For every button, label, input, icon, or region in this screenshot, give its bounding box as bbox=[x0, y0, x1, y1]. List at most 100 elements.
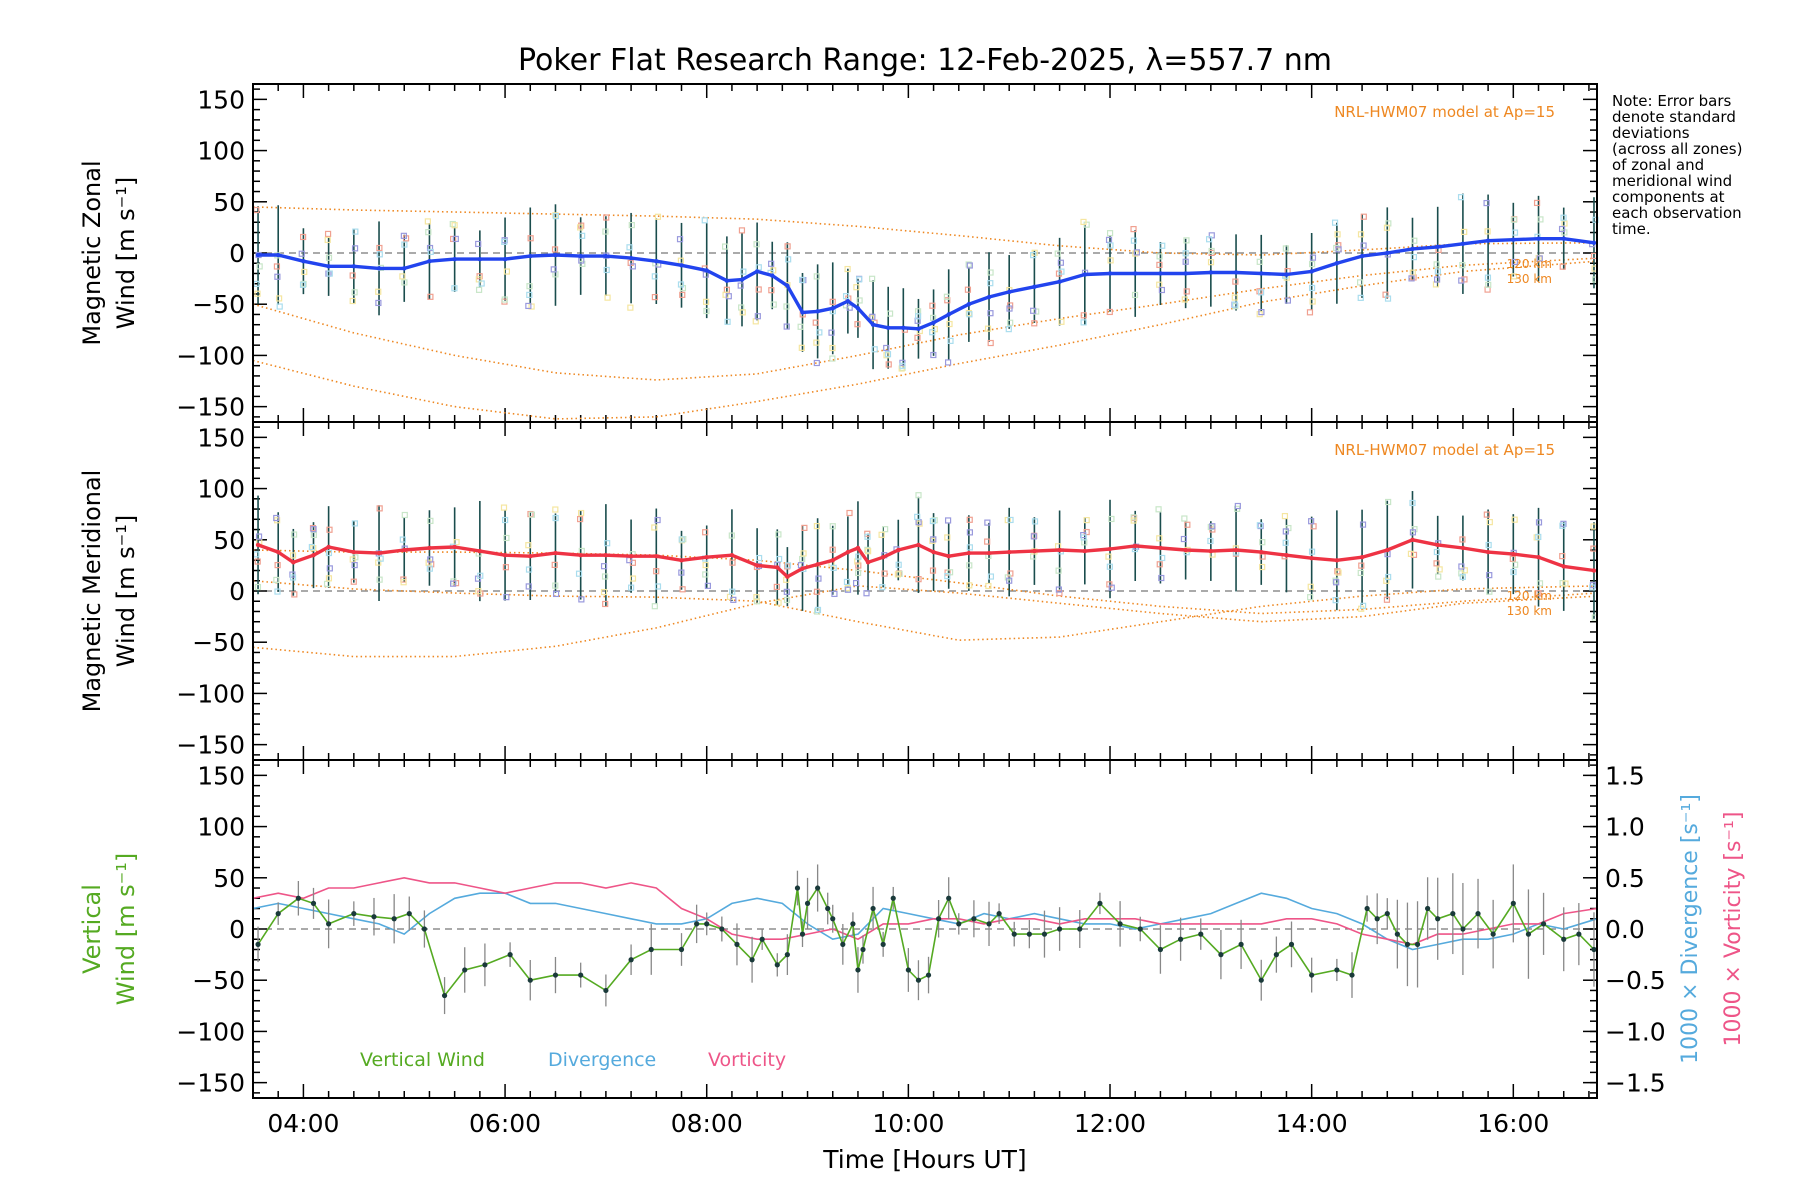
model-curve-0 bbox=[252, 549, 1595, 615]
zone-point bbox=[1281, 512, 1289, 520]
zone-point bbox=[1384, 295, 1392, 302]
zone-point bbox=[677, 281, 685, 288]
zone-point bbox=[1182, 258, 1189, 265]
zone-point bbox=[1180, 535, 1188, 543]
vertical-wind-point bbox=[804, 900, 811, 906]
zone-point bbox=[1511, 229, 1519, 236]
zone-point bbox=[1333, 579, 1340, 586]
zone-point bbox=[1483, 199, 1490, 207]
divergence-line bbox=[252, 892, 1598, 951]
vertical-wind-point bbox=[925, 972, 932, 978]
note-line: (across all zones) bbox=[1612, 140, 1742, 158]
zonal-point bbox=[1591, 240, 1597, 245]
zonal-point bbox=[1183, 271, 1188, 276]
vertical-wind-point bbox=[603, 987, 609, 994]
zonal-point bbox=[301, 258, 306, 264]
vertical-wind-point bbox=[1309, 972, 1315, 978]
zone-point bbox=[299, 281, 307, 288]
zone-point bbox=[1335, 246, 1342, 253]
zone-point bbox=[1510, 273, 1518, 280]
meridional-point bbox=[815, 562, 820, 567]
x-axis-label: Time [Hours UT] bbox=[822, 1145, 1026, 1174]
zone-point bbox=[854, 569, 862, 577]
zone-point bbox=[289, 552, 297, 559]
zone-point bbox=[930, 351, 937, 359]
right-y-tick-label: 1.5 bbox=[1605, 761, 1645, 790]
zonal-point bbox=[1561, 236, 1566, 241]
y-tick-label: 0 bbox=[229, 915, 245, 944]
meridional-point bbox=[845, 549, 851, 555]
zone-point bbox=[737, 282, 744, 289]
zone-point bbox=[425, 559, 432, 566]
zone-point bbox=[784, 562, 792, 569]
zone-point bbox=[702, 561, 709, 569]
vertical-wind-point bbox=[1218, 952, 1224, 958]
zone-point bbox=[755, 264, 762, 271]
zone-point bbox=[863, 590, 870, 597]
vertical-wind-point bbox=[996, 911, 1002, 917]
meridional-point bbox=[775, 565, 780, 570]
zone-point bbox=[1537, 216, 1544, 223]
vertical-wind-point bbox=[1591, 946, 1597, 953]
zone-point bbox=[755, 286, 762, 293]
zone-point bbox=[1509, 555, 1516, 562]
zone-point bbox=[768, 287, 775, 294]
zonal-model-alt-120: 120 km bbox=[1507, 257, 1552, 271]
zone-point bbox=[424, 218, 431, 225]
zone-point bbox=[679, 586, 686, 593]
zone-point bbox=[883, 344, 890, 352]
vertical-wind-point bbox=[351, 911, 357, 917]
vertical-wind-point bbox=[507, 952, 513, 958]
zone-point bbox=[1258, 309, 1265, 316]
zone-point bbox=[1159, 554, 1166, 562]
zone-point bbox=[829, 298, 836, 305]
zone-point bbox=[551, 561, 558, 568]
zone-point bbox=[425, 229, 432, 236]
zone-point bbox=[476, 273, 483, 280]
vertical-wind-point bbox=[1475, 911, 1481, 917]
zonal-point bbox=[966, 302, 972, 307]
vertical-wind-point bbox=[1525, 931, 1532, 937]
zone-point bbox=[1207, 259, 1215, 266]
zone-point bbox=[654, 583, 662, 590]
zone-point bbox=[773, 583, 780, 591]
vertical-wind-point bbox=[1364, 905, 1370, 912]
vertical-wind-point bbox=[391, 916, 397, 922]
zone-point bbox=[401, 279, 408, 286]
vertical-wind-point bbox=[1097, 900, 1103, 906]
zonal-point bbox=[704, 268, 709, 273]
vertical-wind-point bbox=[1258, 977, 1264, 983]
zone-point bbox=[275, 295, 283, 302]
zone-point bbox=[798, 276, 806, 284]
right-y-tick-label: −1.5 bbox=[1605, 1069, 1666, 1098]
zone-point bbox=[1058, 318, 1065, 325]
zone-point bbox=[799, 555, 806, 563]
zone-point bbox=[1004, 574, 1011, 581]
y-tick-label: −100 bbox=[176, 1017, 245, 1046]
zonal-point bbox=[1410, 246, 1415, 252]
zone-point bbox=[797, 323, 804, 330]
vertical-wind-point bbox=[1117, 921, 1123, 927]
meridional-point bbox=[1233, 547, 1239, 553]
zone-point bbox=[768, 260, 775, 267]
meridional-point bbox=[276, 549, 281, 555]
zone-point bbox=[829, 355, 836, 362]
zone-point bbox=[501, 296, 508, 303]
zone-point bbox=[753, 241, 760, 248]
meridional-model-alt-120: 120 km bbox=[1507, 589, 1552, 603]
zone-point bbox=[1457, 194, 1465, 201]
vertical-wind-point bbox=[694, 921, 700, 927]
zonal-point bbox=[770, 273, 775, 278]
zone-point bbox=[1257, 289, 1265, 296]
zonal-point bbox=[901, 325, 906, 330]
zone-point bbox=[1282, 245, 1289, 252]
zone-point bbox=[1055, 586, 1062, 593]
zone-point bbox=[1208, 247, 1215, 255]
y-tick-label: 100 bbox=[197, 137, 245, 166]
vertical-wind-point bbox=[870, 905, 876, 912]
note-text: Note: Error bars denote standard deviati… bbox=[1612, 92, 1742, 238]
ylabel-line1: Magnetic Zonal bbox=[78, 160, 106, 345]
zonal-point bbox=[578, 253, 583, 259]
zone-point bbox=[704, 582, 712, 589]
